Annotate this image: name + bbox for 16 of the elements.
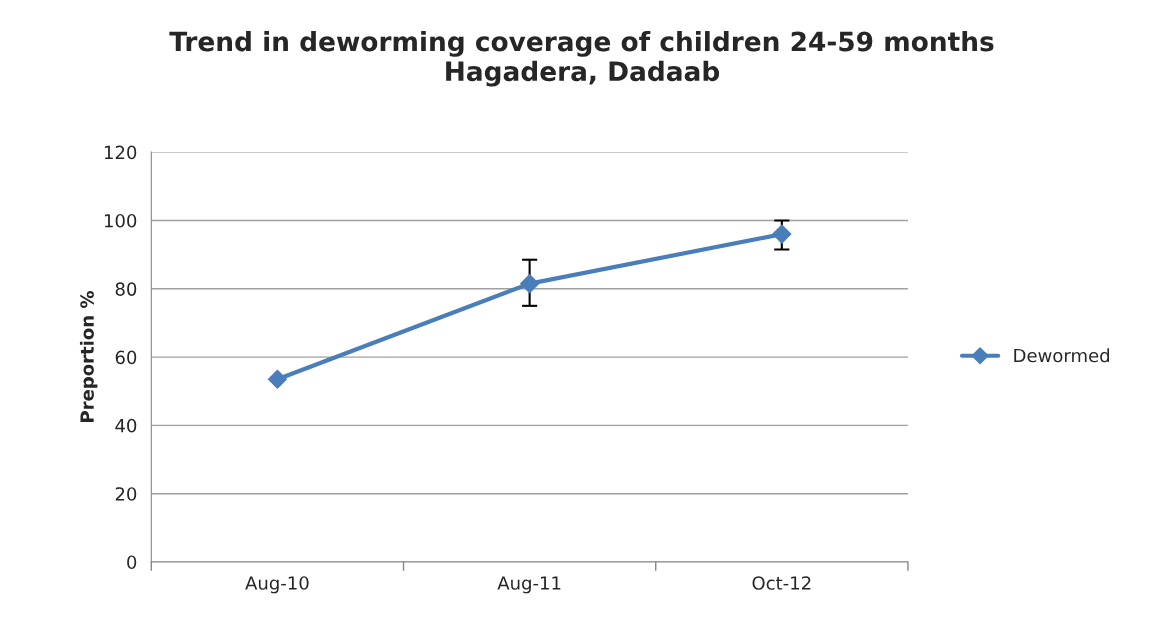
point: [519, 273, 540, 294]
point: [267, 369, 288, 390]
y-tick-label: 60: [115, 350, 137, 365]
y-tick-label: 80: [115, 282, 137, 296]
y-tick-label: 0: [127, 555, 137, 570]
y-tick-label: 40: [115, 418, 137, 433]
y-tick-label: 100: [104, 213, 137, 228]
y-tick-label: 20: [115, 487, 137, 501]
x-tick-label: Oct-12: [752, 576, 811, 590]
chart-title: Trend in deworming coverage of children 24-59 months Hagadera, Dadaab: [169, 31, 994, 87]
y-tick-label: 120: [104, 145, 137, 160]
legend-label: Dewormed: [1014, 348, 1110, 363]
y-axis-title: Preportion %: [79, 291, 98, 422]
x-tick-label: Aug-10: [245, 576, 309, 594]
point: [772, 224, 792, 244]
x-tick-label: Aug-11: [497, 576, 561, 594]
